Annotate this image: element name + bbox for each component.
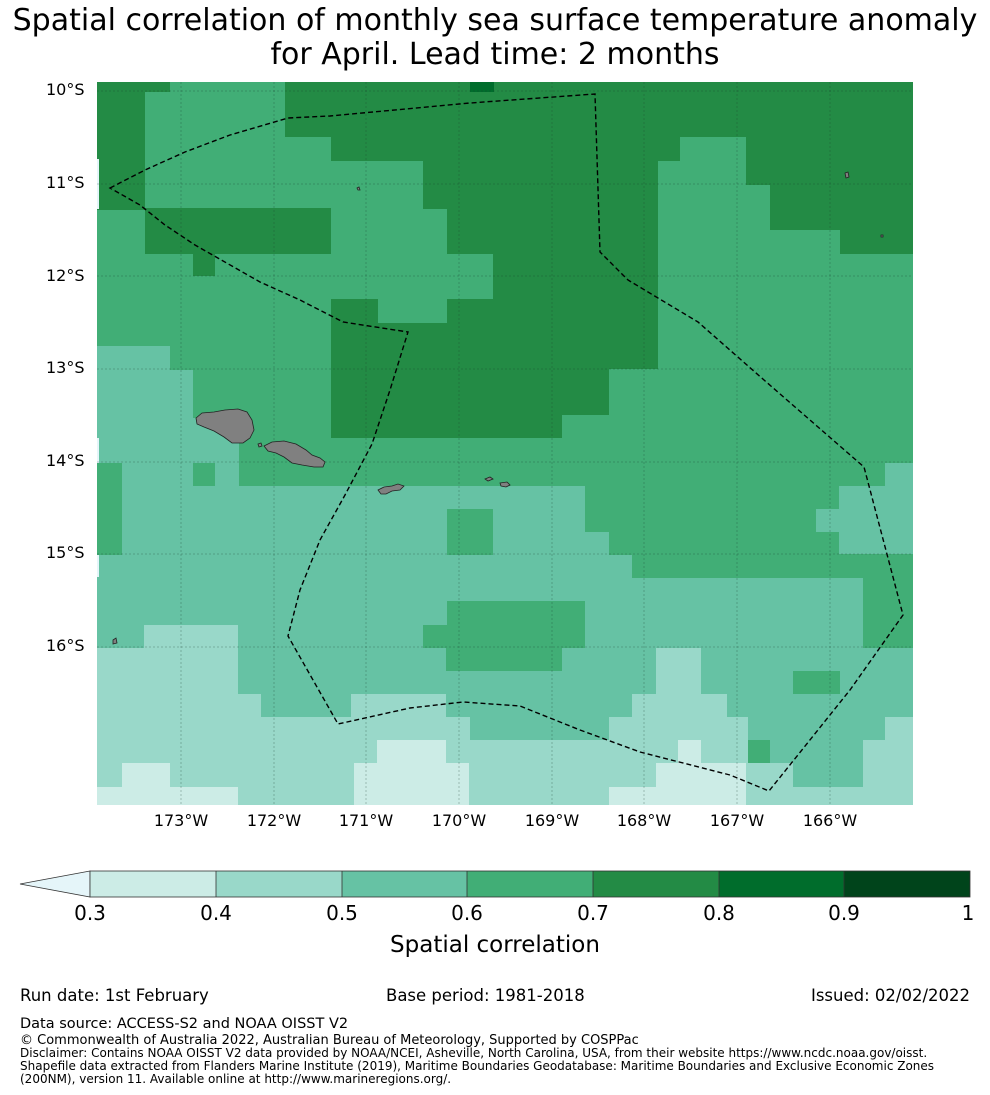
lon-tick-label: 169°W bbox=[524, 811, 580, 830]
colorbar-tick-label: 0.4 bbox=[200, 901, 232, 925]
correlation-regions-0.6-0.7-patches bbox=[97, 463, 913, 694]
issued-date-text: Issued: 02/02/2022 bbox=[810, 986, 970, 1005]
run-date-text: Run date: 1st February bbox=[20, 986, 209, 1005]
colorbar-segment-0.6-0.7 bbox=[467, 871, 593, 897]
colorbar-tick-label: 0.6 bbox=[451, 901, 483, 925]
savaii-island-shape bbox=[195, 408, 255, 444]
correlation-regions-0.5-0.6 bbox=[97, 346, 913, 787]
colorbar-segment-0.7-0.8 bbox=[593, 871, 719, 897]
colorbar-extension-triangle bbox=[19, 870, 91, 898]
small-island-shape bbox=[880, 234, 884, 238]
lon-tick-label: 171°W bbox=[338, 811, 394, 830]
colorbar-segment-0.9-1 bbox=[844, 871, 970, 897]
map-title: Spatial correlation of monthly sea surfa… bbox=[0, 4, 990, 72]
lat-tick-label: 15°S bbox=[46, 543, 85, 562]
tutuila-island-shape bbox=[377, 483, 405, 495]
colorbar-segment-0.5-0.6 bbox=[342, 871, 467, 897]
correlation-regions-0.3-0.4 bbox=[97, 740, 746, 805]
colorbar-tick-label: 1 bbox=[961, 901, 975, 925]
colorbar-tick-label: 0.9 bbox=[828, 901, 860, 925]
map-title-line-1: Spatial correlation of monthly sea surfa… bbox=[12, 3, 978, 38]
colorbar-tick-label: 0.7 bbox=[577, 901, 609, 925]
colorbar bbox=[19, 870, 971, 898]
eez-boundary-line bbox=[108, 93, 904, 792]
correlation-field bbox=[97, 82, 913, 805]
lat-tick-label: 13°S bbox=[46, 358, 85, 377]
small-island-shape bbox=[112, 637, 118, 645]
lon-tick-label: 172°W bbox=[246, 811, 302, 830]
base-period-text: Base period: 1981-2018 bbox=[386, 986, 585, 1005]
colorbar-segment-0.8-0.9 bbox=[719, 871, 844, 897]
correlation-regions-0.7-0.8 bbox=[97, 82, 913, 438]
ofu-olosega-island-shape bbox=[484, 476, 494, 482]
small-island-shape bbox=[844, 171, 850, 179]
lat-tick-label: 12°S bbox=[46, 266, 85, 285]
correlation-region-0.8-0.9 bbox=[470, 82, 494, 92]
tau-island-shape bbox=[499, 481, 511, 488]
colorbar-tick-label: 0.3 bbox=[74, 901, 106, 925]
lat-tick-label: 16°S bbox=[46, 636, 85, 655]
colorbar-tick-label: 0.5 bbox=[326, 901, 358, 925]
disclaimer-text: Disclaimer: Contains NOAA OISST V2 data … bbox=[20, 1046, 935, 1086]
apolima-island-shape bbox=[257, 442, 263, 448]
colorbar-tick-label: 0.8 bbox=[703, 901, 735, 925]
lat-tick-label: 11°S bbox=[46, 173, 85, 192]
lat-tick-label: 10°S bbox=[46, 80, 85, 99]
colorbar-title: Spatial correlation bbox=[390, 932, 600, 958]
lon-tick-label: 166°W bbox=[802, 811, 858, 830]
data-source-text: Data source: ACCESS-S2 and NOAA OISST V2 bbox=[20, 1016, 349, 1032]
upolu-island-shape bbox=[263, 440, 326, 468]
lon-tick-label: 168°W bbox=[616, 811, 672, 830]
land-islands bbox=[112, 171, 884, 645]
map-title-line-2: for April. Lead time: 2 months bbox=[270, 37, 720, 72]
colorbar-segment-0.4-0.5 bbox=[216, 871, 342, 897]
lon-tick-label: 173°W bbox=[153, 811, 209, 830]
colorbar-outline bbox=[89, 870, 971, 898]
small-island-shape bbox=[356, 186, 361, 191]
lon-tick-label: 167°W bbox=[709, 811, 765, 830]
copyright-text: © Commonwealth of Australia 2022, Austra… bbox=[20, 1033, 639, 1048]
colorbar-segment-0.3-0.4 bbox=[90, 871, 216, 897]
lat-tick-label: 14°S bbox=[46, 451, 85, 470]
correlation-regions-below-0.3 bbox=[97, 159, 99, 577]
lon-tick-label: 170°W bbox=[431, 811, 487, 830]
